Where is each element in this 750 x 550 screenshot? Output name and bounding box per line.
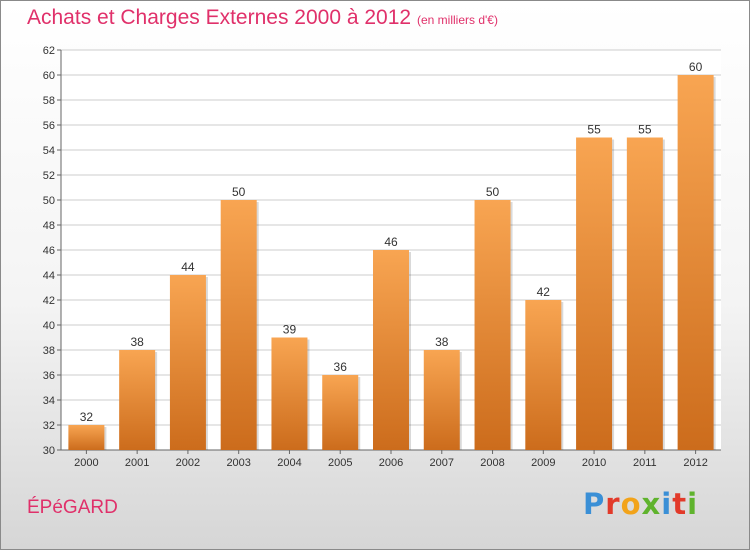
y-tick-label: 48 (43, 220, 55, 232)
bar-value-label: 50 (232, 185, 246, 199)
x-tick-label: 2009 (531, 457, 555, 469)
bar-2001 (119, 350, 156, 450)
bar-2004 (271, 337, 308, 450)
y-tick-label: 62 (43, 45, 55, 57)
bar-value-label: 39 (283, 323, 297, 337)
bar-value-label: 55 (638, 123, 652, 137)
y-tick-label: 32 (43, 420, 55, 432)
chart-title: Achats et Charges Externes 2000 à 2012 (27, 6, 412, 29)
brand-letter: i (661, 487, 673, 521)
y-tick-label: 46 (43, 245, 55, 257)
x-tick-label: 2011 (633, 457, 657, 469)
brand-letter: t (672, 487, 688, 521)
y-tick-label: 30 (43, 445, 55, 457)
bar-2011 (626, 137, 663, 450)
bar-2005 (322, 375, 359, 450)
y-tick-label: 40 (43, 320, 55, 332)
brand-letter: i (687, 487, 699, 521)
x-tick-label: 2004 (277, 457, 301, 469)
brand-letter: o (620, 487, 642, 521)
chart-subtitle: (en milliers d'€) (417, 13, 498, 27)
x-tick-label: 2000 (74, 457, 98, 469)
y-tick-label: 44 (43, 270, 55, 282)
x-tick-label: 2001 (125, 457, 149, 469)
bar-2012 (677, 75, 714, 450)
bar-value-label: 44 (181, 260, 195, 274)
bar-2003 (220, 200, 257, 450)
x-tick-label: 2008 (480, 457, 504, 469)
proxiti-logo: Proxiti (583, 487, 698, 521)
bar-value-label: 38 (435, 335, 449, 349)
y-tick-label: 56 (43, 120, 55, 132)
bar-value-label: 60 (689, 60, 703, 74)
bar-value-label: 55 (587, 123, 601, 137)
bar-value-label: 42 (537, 285, 551, 299)
bar-2000 (68, 425, 105, 450)
commune-name: ÉPéGARD (27, 497, 118, 518)
y-tick-label: 42 (43, 295, 55, 307)
bar-value-label: 50 (486, 185, 500, 199)
bar-2010 (576, 137, 613, 450)
bar-2002 (169, 275, 206, 450)
bar-value-label: 46 (384, 235, 398, 249)
x-tick-label: 2005 (328, 457, 352, 469)
y-tick-label: 50 (43, 195, 55, 207)
y-tick-label: 36 (43, 370, 55, 382)
bar-value-label: 36 (334, 360, 348, 374)
x-tick-label: 2006 (379, 457, 403, 469)
bar-value-label: 32 (80, 410, 94, 424)
x-tick-label: 2012 (683, 457, 707, 469)
y-tick-label: 38 (43, 345, 55, 357)
x-tick-label: 2010 (582, 457, 606, 469)
x-tick-label: 2007 (430, 457, 454, 469)
bar-2006 (373, 250, 409, 450)
bar-2009 (525, 300, 562, 450)
x-tick-label: 2002 (176, 457, 200, 469)
brand-letter: P (583, 487, 606, 521)
y-tick-label: 58 (43, 95, 55, 107)
bar-2008 (474, 200, 511, 450)
bar-2007 (423, 350, 460, 450)
brand-letter: r (605, 487, 621, 521)
y-tick-label: 54 (43, 145, 55, 157)
y-tick-label: 52 (43, 170, 55, 182)
x-tick-label: 2003 (226, 457, 250, 469)
bar-value-label: 38 (130, 335, 144, 349)
brand-letter: x (641, 487, 662, 521)
y-tick-label: 60 (43, 70, 55, 82)
y-tick-label: 34 (43, 395, 55, 407)
